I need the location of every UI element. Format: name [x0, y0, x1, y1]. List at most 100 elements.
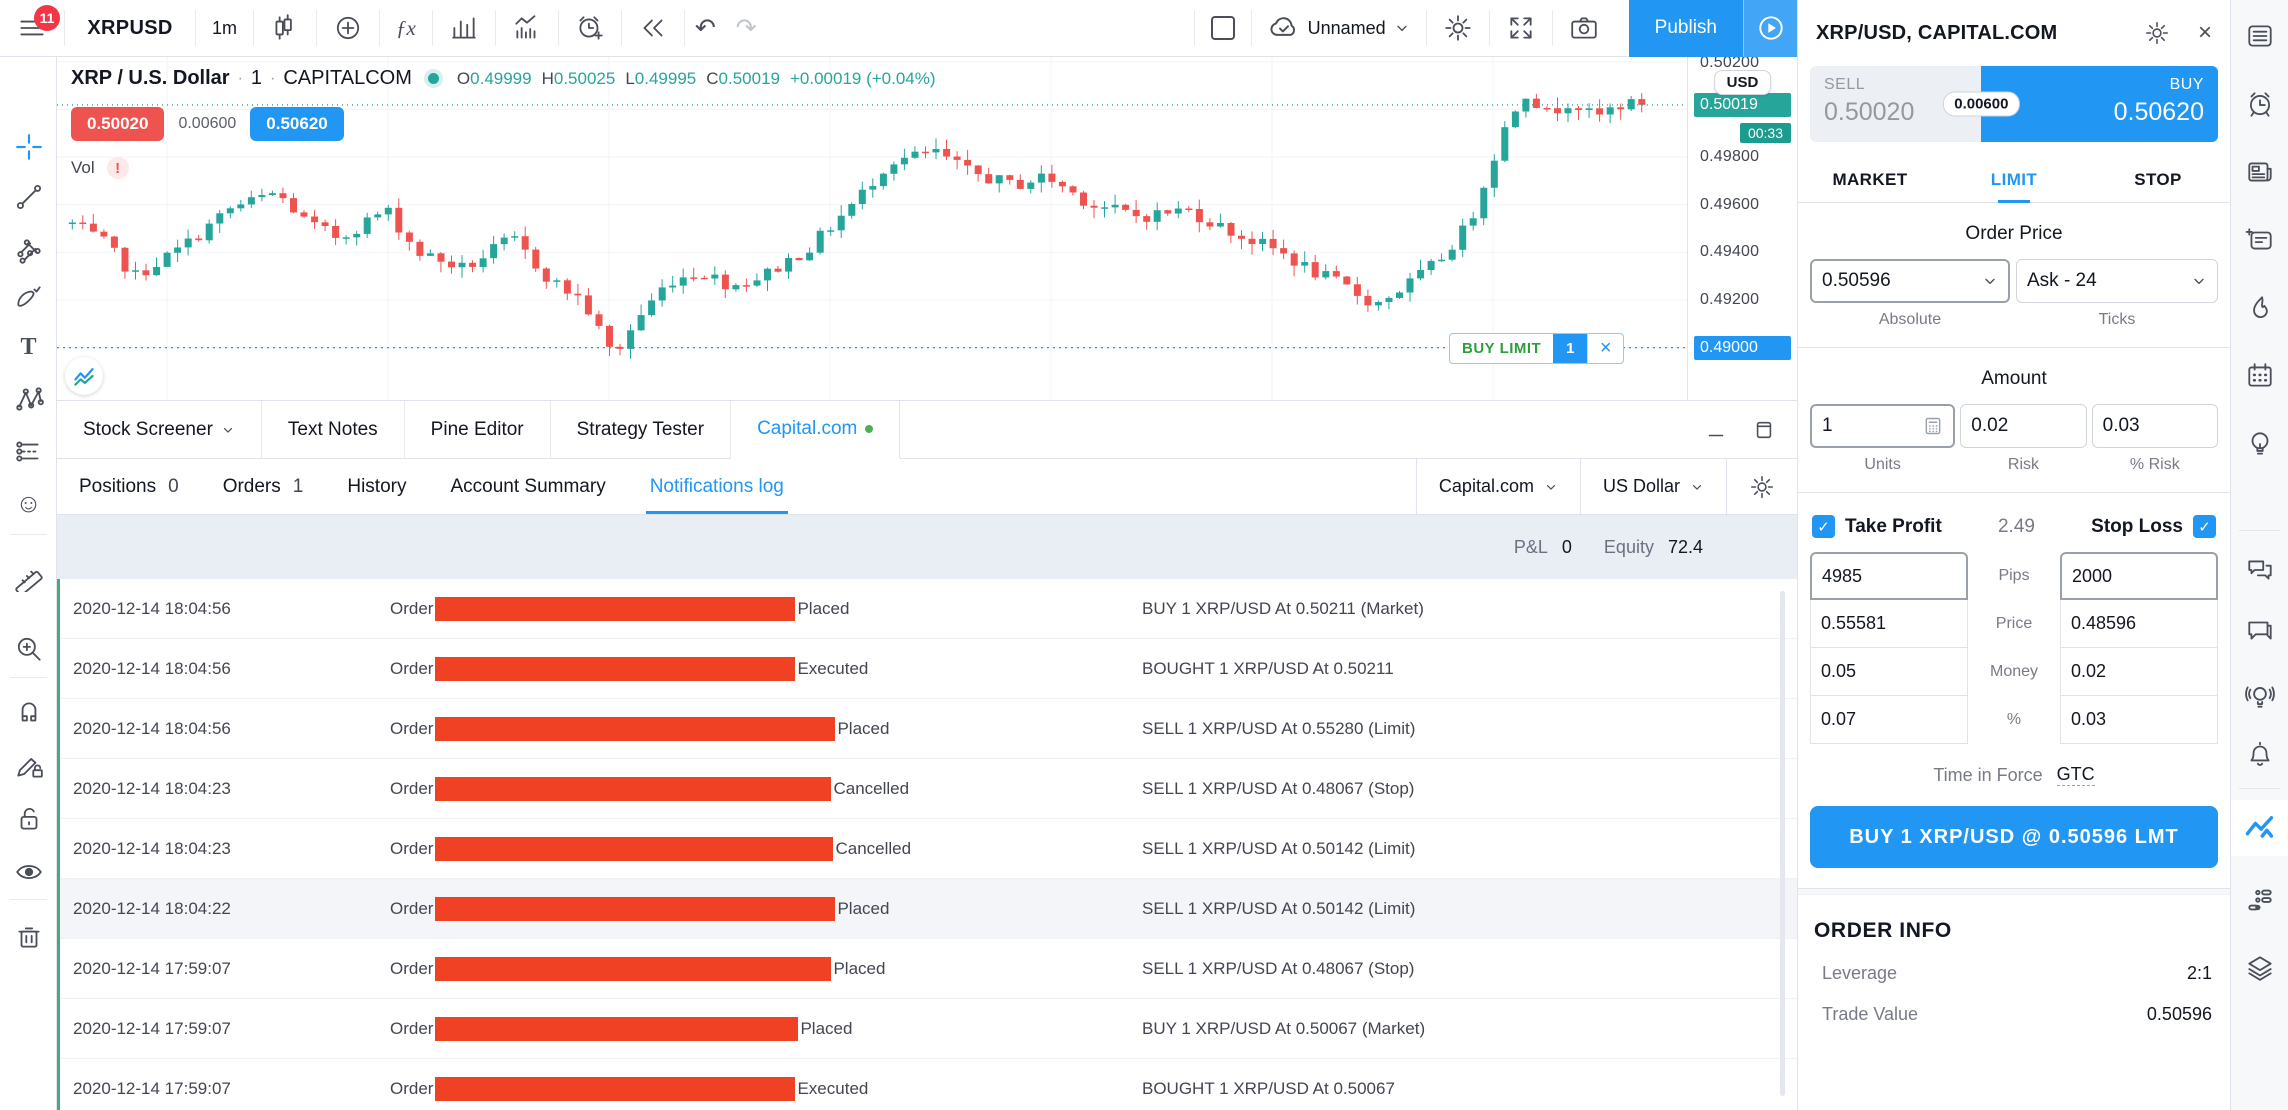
- hide-drawings-button[interactable]: [0, 850, 57, 894]
- sl-percent-input[interactable]: 0.03: [2060, 696, 2218, 744]
- units-input[interactable]: 1: [1810, 404, 1956, 448]
- tp-money-input[interactable]: 0.05: [1810, 648, 1968, 696]
- currency-toggle-button[interactable]: USD: [1713, 70, 1772, 95]
- watchlist-button[interactable]: [2231, 8, 2288, 64]
- candlestick-plot[interactable]: [57, 57, 1687, 400]
- risk-input[interactable]: 0.02: [1960, 404, 2087, 448]
- fundamentals-button[interactable]: [496, 0, 558, 57]
- tab-capital-com[interactable]: Capital.com: [731, 401, 901, 459]
- pattern-tool-button[interactable]: [0, 377, 57, 421]
- tab-pine-editor[interactable]: Pine Editor: [405, 401, 551, 458]
- bar-replay-button[interactable]: [622, 0, 684, 57]
- public-chats-button[interactable]: [2231, 542, 2288, 598]
- measure-tool-button[interactable]: [0, 555, 57, 599]
- order-panel-close-button[interactable]: ×: [2197, 19, 2212, 46]
- sl-money-input[interactable]: 0.02: [2060, 648, 2218, 696]
- undo-button[interactable]: ↶: [685, 0, 726, 57]
- alerts-button[interactable]: [2231, 76, 2288, 132]
- compare-button[interactable]: [317, 0, 379, 57]
- news-button[interactable]: [2231, 144, 2288, 200]
- tradingview-logo[interactable]: [65, 357, 103, 395]
- tab-strategy-tester[interactable]: Strategy Tester: [551, 401, 732, 458]
- magnet-tool-button[interactable]: [0, 691, 57, 735]
- tp-pips-input[interactable]: 4985: [1810, 552, 1968, 600]
- calendar-button[interactable]: [2231, 348, 2288, 404]
- fullscreen-button[interactable]: [1490, 0, 1552, 57]
- volume-alert-icon[interactable]: !: [106, 157, 129, 179]
- tab-text-notes[interactable]: Text Notes: [262, 401, 405, 458]
- drawing-mode-button[interactable]: [0, 745, 57, 789]
- tif-select[interactable]: GTC: [2056, 764, 2095, 786]
- publish-button[interactable]: Publish: [1628, 0, 1743, 57]
- indicators-button[interactable]: ƒx: [380, 0, 432, 57]
- tab-market[interactable]: MARKET: [1832, 170, 1908, 189]
- indicator-templates-button[interactable]: [433, 0, 495, 57]
- chart-settings-button[interactable]: [1427, 0, 1489, 57]
- layout-select-button[interactable]: [1195, 0, 1251, 57]
- notifications-button[interactable]: [2231, 726, 2288, 782]
- chart-style-button[interactable]: [254, 0, 316, 57]
- present-button[interactable]: [1743, 0, 1797, 57]
- hotlists-button[interactable]: [2231, 280, 2288, 336]
- sl-pips-input[interactable]: 2000: [2060, 552, 2218, 600]
- lock-drawings-button[interactable]: [0, 797, 57, 841]
- subtab-orders[interactable]: Orders 1: [222, 475, 304, 497]
- chart-pane[interactable]: XRP / U.S. Dollar · 1 · CAPITALCOM O0.49…: [57, 57, 1797, 400]
- minimize-panel-button[interactable]: [1705, 419, 1727, 441]
- order-price-input[interactable]: 0.50596: [1810, 259, 2010, 303]
- currency-select[interactable]: US Dollar: [1579, 459, 1726, 514]
- forecast-tool-button[interactable]: [0, 429, 57, 473]
- submit-order-button[interactable]: BUY 1 XRP/USD @ 0.50596 LMT: [1810, 806, 2218, 868]
- order-qty-button[interactable]: 1: [1553, 334, 1588, 363]
- pitchfork-tool-button[interactable]: [0, 229, 57, 273]
- dom-button[interactable]: [2231, 872, 2288, 928]
- private-chat-button[interactable]: [2231, 602, 2288, 658]
- broker-select[interactable]: Capital.com: [1415, 459, 1580, 514]
- cursor-tool-button[interactable]: [0, 125, 57, 169]
- emoji-tool-button[interactable]: ☺: [0, 481, 57, 525]
- sell-pill-button[interactable]: 0.50020: [71, 107, 165, 141]
- subtab-notifications-log[interactable]: Notifications log: [628, 459, 806, 514]
- object-tree-button[interactable]: [2231, 940, 2288, 996]
- buy-pill-button[interactable]: 0.50620: [250, 107, 344, 141]
- tp-percent-input[interactable]: 0.07: [1810, 696, 1968, 744]
- equity-label: Equity: [1603, 536, 1654, 557]
- tab-stop[interactable]: STOP: [2134, 170, 2182, 189]
- subtab-account-summary[interactable]: Account Summary: [450, 475, 606, 497]
- remove-drawings-button[interactable]: [0, 915, 57, 959]
- panel-settings-button[interactable]: [1726, 459, 1797, 514]
- symbol-title[interactable]: XRP / U.S. Dollar: [71, 67, 230, 89]
- tp-price-input[interactable]: 0.55581: [1810, 600, 1968, 648]
- text-tool-button[interactable]: T: [0, 325, 57, 369]
- maximize-panel-button[interactable]: [1753, 419, 1775, 441]
- snapshot-button[interactable]: [1553, 0, 1615, 57]
- trading-panel-button[interactable]: [2231, 800, 2288, 856]
- ideas-button[interactable]: [2231, 416, 2288, 472]
- symbol-search-button[interactable]: XRPUSD: [87, 16, 173, 39]
- price-axis[interactable]: 0.50200 USD 0.50019 00:33 0.49800 0.4960…: [1687, 57, 1797, 400]
- subtab-positions[interactable]: Positions 0: [79, 475, 179, 497]
- ticks-offset-select[interactable]: Ask - 24: [2016, 259, 2218, 303]
- pct-risk-input[interactable]: 0.03: [2091, 404, 2218, 448]
- trend-line-tool-button[interactable]: [0, 175, 57, 219]
- divider: [2239, 788, 2280, 789]
- zoom-in-tool-button[interactable]: [0, 627, 57, 671]
- table-scrollbar[interactable]: [1780, 591, 1785, 1096]
- data-window-button[interactable]: [2231, 212, 2288, 268]
- sl-price-input[interactable]: 0.48596: [2060, 600, 2218, 648]
- order-cancel-button[interactable]: ×: [1587, 334, 1623, 363]
- buy-side-button[interactable]: BUY 0.50620: [1981, 66, 2218, 142]
- ideas-stream-button[interactable]: [2231, 668, 2288, 724]
- brush-tool-button[interactable]: [0, 275, 57, 319]
- order-panel-settings-button[interactable]: [2140, 16, 2174, 50]
- stop-loss-checkbox[interactable]: ✓: [2193, 515, 2216, 538]
- subtab-history[interactable]: History: [347, 475, 407, 497]
- main-menu-button[interactable]: 11: [0, 0, 64, 57]
- tab-stock-screener[interactable]: Stock Screener: [57, 401, 262, 458]
- take-profit-checkbox[interactable]: ✓: [1812, 515, 1835, 538]
- interval-button[interactable]: 1m: [212, 17, 238, 38]
- redo-button[interactable]: ↷: [726, 0, 767, 57]
- save-layout-button[interactable]: Unnamed: [1252, 0, 1426, 57]
- tab-limit[interactable]: LIMIT: [1942, 156, 2086, 203]
- alert-button[interactable]: [559, 0, 621, 57]
